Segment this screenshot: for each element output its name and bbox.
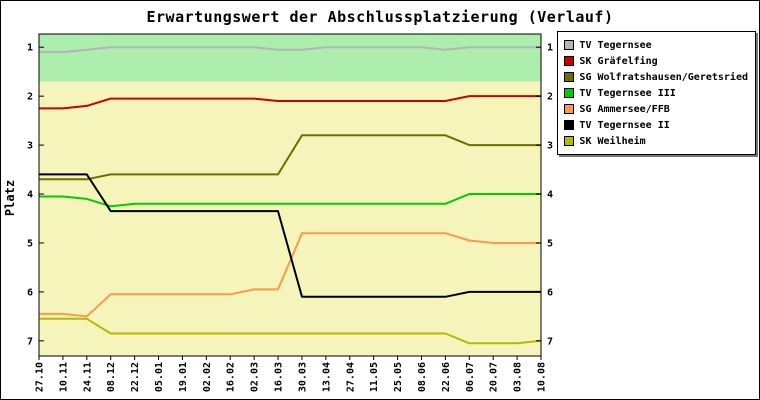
y-tick-label-right: 1 xyxy=(547,43,553,54)
legend-item: TV Tegernsee xyxy=(564,37,748,53)
x-tick-label: 08.12 xyxy=(106,362,117,392)
x-tick-label: 22.12 xyxy=(130,362,141,392)
series-line-1 xyxy=(39,46,541,54)
x-tick-label: 10.11 xyxy=(58,362,69,392)
series-line-3 xyxy=(39,134,541,181)
x-tick-label: 25.05 xyxy=(393,362,404,392)
x-tick-label: 22.06 xyxy=(441,362,452,392)
series-line-5 xyxy=(39,232,541,318)
series-line-4 xyxy=(39,193,541,208)
legend-swatch xyxy=(564,88,575,98)
y-tick-label-left: 6 xyxy=(27,287,33,298)
legend-label: TV Tegernsee II xyxy=(579,119,670,131)
legend-swatch xyxy=(564,56,575,66)
legend-label: SK Gräfelfing xyxy=(579,55,658,67)
y-tick-label-right: 5 xyxy=(547,238,553,249)
legend-item: SG Ammersee/FFB xyxy=(564,101,748,117)
x-tick-label: 27.10 xyxy=(35,362,46,392)
legend-swatch xyxy=(564,136,575,146)
x-tick-label: 02.03 xyxy=(250,362,261,392)
legend-box: TV Tegernsee SK Gräfelfing SG Wolfratshaus… xyxy=(557,31,756,155)
top-rank-band xyxy=(39,34,541,82)
y-tick-label-right: 2 xyxy=(547,92,553,103)
x-tick-label: 24.11 xyxy=(82,362,93,392)
y-axis-title: Platz xyxy=(3,179,17,217)
y-tick-label-right: 4 xyxy=(547,190,553,201)
x-tick-label: 30.03 xyxy=(297,362,308,392)
plot-background xyxy=(39,34,541,356)
x-tick-label: 10.08 xyxy=(537,362,548,392)
y-tick-label-right: 7 xyxy=(547,336,553,347)
chart-title: Erwartungswert der Abschlussplatzierung … xyxy=(146,8,614,26)
series-line-7 xyxy=(39,317,542,345)
x-tick-label: 27.04 xyxy=(345,362,356,392)
x-tick-label: 08.06 xyxy=(417,362,428,392)
legend-item: SK Weilheim xyxy=(564,133,748,149)
legend-label: TV Tegernsee III xyxy=(579,87,676,99)
x-tick-label: 02.02 xyxy=(202,362,213,392)
legend-item: SG Wolfratshausen/Geretsried xyxy=(564,69,748,85)
legend-swatch xyxy=(564,40,575,50)
legend-swatch xyxy=(564,72,575,82)
x-tick-label: 20.07 xyxy=(489,362,500,392)
legend-item: TV Tegernsee III xyxy=(564,85,748,101)
y-tick-label-left: 1 xyxy=(27,43,33,54)
legend-swatch xyxy=(564,104,575,114)
x-tick-label: 03.08 xyxy=(513,362,524,392)
legend-label: SG Wolfratshausen/Geretsried xyxy=(579,71,748,83)
legend-swatch xyxy=(564,120,575,130)
y-tick-label-left: 3 xyxy=(27,141,33,152)
y-tick-label-left: 4 xyxy=(27,190,33,201)
legend-item: TV Tegernsee II xyxy=(564,117,748,133)
legend-label: TV Tegernsee xyxy=(579,39,652,51)
y-tick-label-right: 6 xyxy=(547,287,553,298)
series-line-6 xyxy=(39,173,541,298)
y-tick-label-left: 5 xyxy=(27,238,33,249)
x-tick-label: 16.03 xyxy=(274,362,285,392)
y-tick-label-left: 7 xyxy=(27,336,33,347)
legend-label: SK Weilheim xyxy=(579,135,646,147)
legend-label: SG Ammersee/FFB xyxy=(579,103,670,115)
x-tick-label: 16.02 xyxy=(226,362,237,392)
series-line-2 xyxy=(39,95,541,110)
plot-border xyxy=(38,33,542,357)
x-tick-label: 13.04 xyxy=(321,362,332,392)
y-tick-label-left: 2 xyxy=(27,92,33,103)
y-tick-label-right: 3 xyxy=(547,141,553,152)
x-tick-label: 19.01 xyxy=(178,362,189,392)
x-tick-label: 11.05 xyxy=(369,362,380,392)
x-tick-label: 06.07 xyxy=(465,362,476,392)
x-tick-label: 05.01 xyxy=(154,362,165,392)
legend-item: SK Gräfelfing xyxy=(564,53,748,69)
